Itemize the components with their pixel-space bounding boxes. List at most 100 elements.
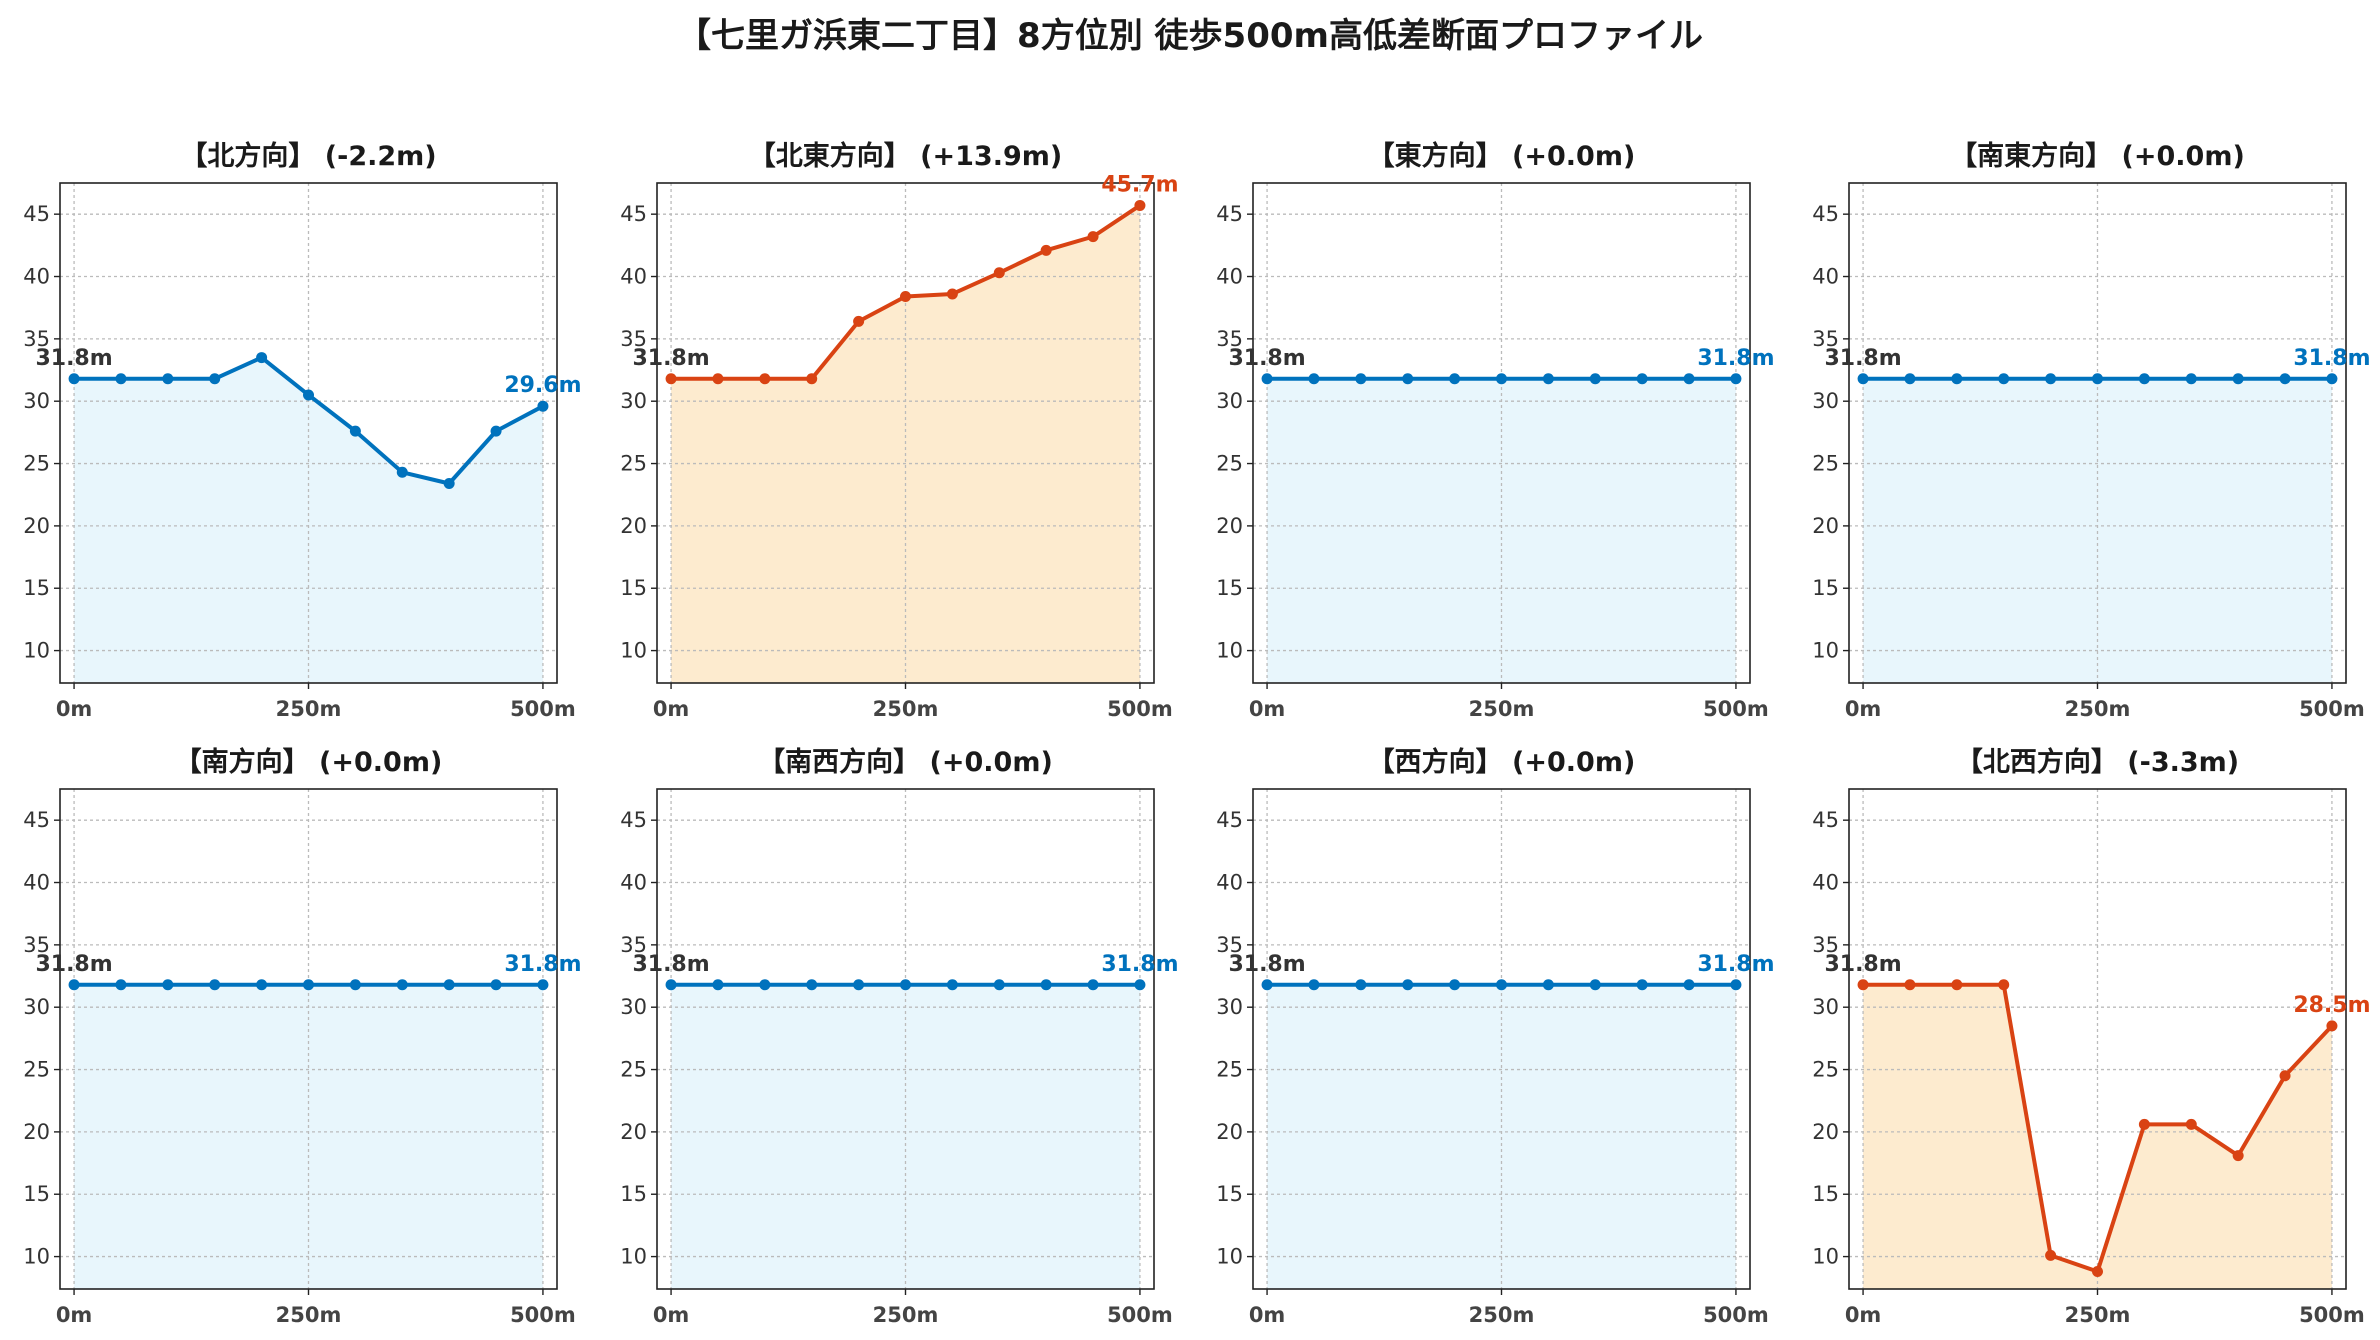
- y-tick-label: 15: [1216, 576, 1243, 600]
- panel-title: 【南方向】 (+0.0m): [175, 746, 443, 778]
- data-point: [712, 979, 724, 991]
- end-value-label: 31.8m: [2293, 346, 2370, 371]
- data-point: [443, 979, 455, 991]
- data-point: [946, 979, 958, 991]
- figure-title: 【七里ガ浜東二丁目】8方位別 徒歩500m高低差断面プロファイル: [677, 16, 1703, 56]
- data-point: [1730, 979, 1742, 991]
- data-point: [349, 979, 361, 991]
- data-point: [759, 373, 771, 385]
- y-tick-label: 35: [620, 327, 647, 351]
- data-point: [1589, 979, 1601, 991]
- data-point: [1402, 979, 1414, 991]
- data-point: [1261, 979, 1273, 991]
- end-value-label: 31.8m: [504, 952, 581, 977]
- x-tick-label: 250m: [2065, 697, 2131, 721]
- end-value-label: 31.8m: [1697, 346, 1774, 371]
- y-tick-label: 20: [1216, 514, 1243, 538]
- data-point: [1589, 373, 1601, 385]
- data-point: [2326, 373, 2338, 385]
- end-value-label: 31.8m: [1697, 952, 1774, 977]
- data-point: [1040, 244, 1052, 256]
- y-tick-label: 10: [1216, 639, 1243, 663]
- end-value-label: 28.5m: [2293, 993, 2370, 1018]
- x-tick-label: 0m: [1845, 1303, 1882, 1327]
- data-point: [1998, 979, 2010, 991]
- y-tick-label: 15: [1812, 576, 1839, 600]
- panel-title: 【南東方向】 (+0.0m): [1950, 140, 2245, 172]
- data-point: [1040, 979, 1052, 991]
- y-tick-label: 45: [23, 808, 50, 832]
- start-value-label: 31.8m: [1824, 346, 1901, 371]
- data-point: [1542, 373, 1554, 385]
- data-point: [1449, 979, 1461, 991]
- data-point: [1496, 979, 1507, 991]
- y-tick-label: 30: [1216, 389, 1243, 413]
- x-tick-label: 0m: [56, 697, 93, 721]
- data-point: [256, 352, 268, 364]
- data-point: [2092, 373, 2103, 385]
- data-point: [2279, 1070, 2291, 1082]
- chart-panel-4: 【南東方向】 (+0.0m) 10 15 20 25 30 35 40 45 0m 250m 500m…: [1812, 140, 2370, 721]
- y-tick-label: 30: [620, 995, 647, 1019]
- data-point: [1904, 373, 1916, 385]
- data-point: [1683, 373, 1695, 385]
- data-point: [1449, 373, 1461, 385]
- data-point: [1087, 979, 1099, 991]
- y-tick-label: 30: [620, 389, 647, 413]
- y-tick-label: 10: [620, 1245, 647, 1269]
- data-point: [162, 979, 174, 991]
- chart-panel-6: 【南西方向】 (+0.0m) 10 15 20 25 30 35 40 45 0m 250m 500m…: [620, 746, 1178, 1327]
- data-point: [209, 373, 221, 385]
- data-point: [2138, 373, 2150, 385]
- x-tick-label: 500m: [2299, 1303, 2365, 1327]
- data-point: [1355, 979, 1367, 991]
- x-tick-label: 500m: [1107, 1303, 1173, 1327]
- area-fill: [1863, 378, 2332, 683]
- data-point: [1308, 373, 1320, 385]
- data-point: [1308, 979, 1320, 991]
- y-tick-label: 40: [23, 871, 50, 895]
- x-tick-label: 500m: [1703, 1303, 1769, 1327]
- data-point: [1134, 199, 1146, 211]
- y-tick-label: 35: [1812, 327, 1839, 351]
- x-tick-label: 250m: [873, 1303, 939, 1327]
- area-fill: [1863, 984, 2332, 1289]
- x-tick-label: 0m: [56, 1303, 93, 1327]
- data-point: [1402, 373, 1414, 385]
- data-point: [1857, 373, 1869, 385]
- data-point: [1857, 979, 1869, 991]
- data-point: [1134, 979, 1146, 991]
- y-tick-label: 40: [23, 265, 50, 289]
- data-point: [1951, 373, 1963, 385]
- data-point: [1683, 979, 1695, 991]
- data-point: [303, 389, 314, 401]
- y-tick-label: 25: [620, 452, 647, 476]
- y-tick-label: 25: [1216, 1058, 1243, 1082]
- y-tick-label: 40: [620, 265, 647, 289]
- data-point: [853, 315, 865, 327]
- y-tick-label: 10: [1812, 1245, 1839, 1269]
- data-point: [396, 466, 408, 478]
- data-point: [1998, 373, 2010, 385]
- y-tick-label: 15: [23, 1182, 50, 1206]
- data-point: [396, 979, 408, 991]
- x-tick-label: 500m: [1703, 697, 1769, 721]
- y-tick-label: 35: [1812, 933, 1839, 957]
- data-point: [759, 979, 771, 991]
- x-tick-label: 250m: [873, 697, 939, 721]
- y-tick-label: 10: [23, 639, 50, 663]
- data-point: [2045, 1249, 2057, 1261]
- area-fill: [1267, 378, 1736, 683]
- chart-panel-7: 【西方向】 (+0.0m) 10 15 20 25 30 35 40 45 0m 250m 500m 3…: [1216, 746, 1774, 1327]
- x-tick-label: 500m: [1107, 697, 1173, 721]
- data-point: [993, 979, 1005, 991]
- y-tick-label: 20: [620, 514, 647, 538]
- data-point: [490, 979, 502, 991]
- x-tick-label: 0m: [653, 697, 690, 721]
- y-tick-label: 40: [1812, 265, 1839, 289]
- data-point: [68, 979, 80, 991]
- data-point: [900, 979, 911, 991]
- data-point: [1355, 373, 1367, 385]
- x-tick-label: 250m: [1469, 1303, 1535, 1327]
